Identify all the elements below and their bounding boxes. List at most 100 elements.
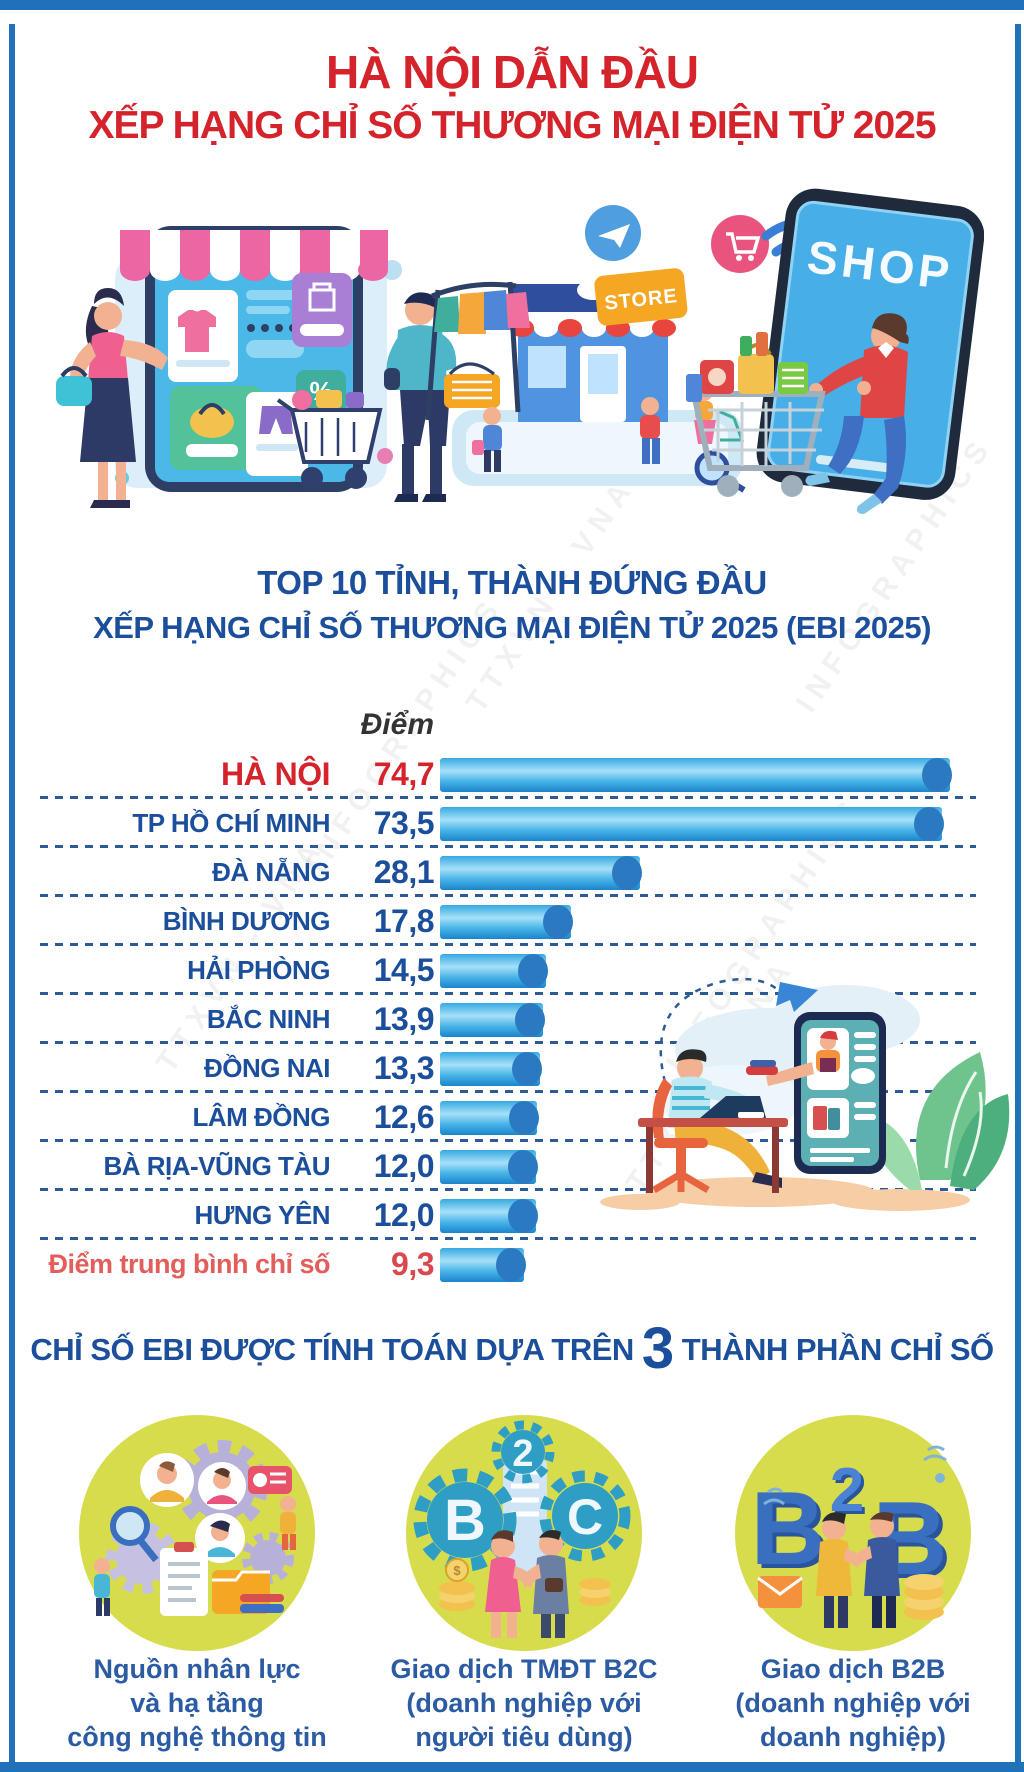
bar-end-cap: [612, 855, 642, 890]
team-avatars: [140, 1453, 246, 1563]
envelope-icon: [757, 1576, 803, 1608]
row-bar: [440, 757, 952, 792]
caption-line: Giao dịch B2B: [760, 1654, 946, 1684]
row-label: BÀ RỊA-VŨNG TÀU: [103, 1151, 331, 1181]
chart-row: ĐỒNG NAI 13,3: [40, 1044, 976, 1093]
caption-line: (doanh nghiệp với: [735, 1688, 971, 1718]
row-bar: [440, 1149, 538, 1184]
row-value: 73,5: [373, 805, 435, 841]
bar-end-cap: [496, 1247, 526, 1282]
svg-text:C: C: [567, 1489, 603, 1545]
b2c-letters: B 2 C: [413, 1420, 631, 1572]
doodle-arcs: [763, 1487, 785, 1506]
online-order-illustration: [600, 977, 1010, 1211]
bar-end-cap: [914, 806, 944, 841]
caption-line: và hạ tầng: [130, 1688, 264, 1718]
handshake-people: [485, 1530, 569, 1638]
row-value: 12,0: [373, 1197, 435, 1233]
b2b-transaction-illustration: B B 2 2 B B: [735, 1415, 971, 1651]
folder-stack-icon: [212, 1570, 284, 1614]
hero-ecommerce-illustration: %: [56, 188, 984, 514]
caption-line: công nghệ thông tin: [67, 1722, 327, 1752]
row-bar: [440, 904, 573, 939]
shop-phone: SHOP: [686, 188, 984, 514]
section-title-number: 3: [641, 1316, 674, 1381]
b2c-transaction-illustration: B 2 C $: [406, 1415, 642, 1651]
woman-shopper: [56, 288, 168, 508]
paper-plane-badge: [585, 205, 641, 261]
page-title: HÀ NỘI DẪN ĐẦU XẾP HẠNG CHỈ SỐ THƯƠNG MẠ…: [0, 44, 1024, 152]
clothes-rack: [425, 281, 530, 421]
svg-text:$: $: [453, 1563, 461, 1578]
components-section-title: CHỈ SỐ EBI ĐƯỢC TÍNH TOÁN DỰA TRÊN 3 THÀ…: [0, 1320, 1024, 1378]
row-label: ĐỒNG NAI: [204, 1053, 331, 1083]
paper-plane-icon: [776, 982, 818, 1012]
svg-text:2: 2: [512, 1433, 533, 1475]
coin-stacks: [904, 1574, 944, 1620]
section-title-suffix: THÀNH PHẦN CHỈ SỐ: [673, 1332, 994, 1367]
component-caption-3: Giao dịch B2B (doanh nghiệp với doanh ng…: [683, 1652, 1023, 1754]
chart-row: Điểm trung bình chỉ số 9,3: [40, 1240, 976, 1289]
row-value: 14,5: [373, 952, 435, 988]
chart-row: HÀ NỘI 74,7: [40, 750, 976, 799]
svg-text:B: B: [750, 1471, 825, 1587]
row-value: 74,7: [373, 756, 435, 792]
magnifier-icon: [110, 1506, 159, 1563]
left-border: [9, 24, 15, 1764]
row-value: 12,6: [373, 1099, 435, 1135]
svg-text:B: B: [754, 1475, 829, 1591]
row-label: HƯNG YÊN: [194, 1200, 330, 1230]
store-building: STORE: [510, 268, 688, 422]
bar-end-cap: [508, 1149, 538, 1184]
page-title-line2: XẾP HẠNG CHỈ SỐ THƯƠNG MẠI ĐIỆN TỬ 2025: [88, 104, 936, 147]
row-label: HẢI PHÒNG: [187, 955, 330, 985]
bar-end-cap: [515, 1002, 545, 1037]
store-illustration: STORE: [425, 268, 746, 493]
bar-end-cap: [518, 953, 548, 988]
row-bar: [440, 1100, 539, 1135]
chart-row: TP HỒ CHÍ MINH 73,5: [40, 799, 976, 848]
bar-end-cap: [509, 1100, 539, 1135]
svg-text:B: B: [444, 1488, 486, 1553]
chart-row: BẮC NINH 13,9: [40, 995, 976, 1044]
component-caption-1: Nguồn nhân lực và hạ tầng công nghệ thôn…: [27, 1652, 367, 1754]
caption-line: doanh nghiệp): [760, 1722, 946, 1752]
row-label: BẮC NINH: [206, 1004, 331, 1034]
coin-stacks: $: [439, 1558, 611, 1611]
row-value: 9,3: [391, 1246, 434, 1282]
caption-line: người tiêu dùng): [415, 1722, 633, 1752]
row-bar: [440, 806, 944, 841]
chart-row: BÌNH DƯƠNG 17,8: [40, 897, 976, 946]
row-bar: [440, 953, 548, 988]
row-label: Điểm trung bình chỉ số: [48, 1249, 330, 1279]
storefront-awning: [120, 230, 388, 281]
row-bar: [440, 1051, 542, 1086]
row-bar: [440, 1002, 545, 1037]
chart-subtitle-line1: TOP 10 TỈNH, THÀNH ĐỨNG ĐẦU: [257, 564, 767, 601]
chart-row: HẢI PHÒNG 14,5: [40, 946, 976, 995]
row-label: TP HỒ CHÍ MINH: [132, 808, 330, 838]
clipboard-icon: [160, 1542, 208, 1616]
shopping-cart: [276, 398, 383, 489]
hr-it-infrastructure-illustration: [79, 1415, 315, 1651]
row-bar: [440, 1247, 526, 1282]
store-sign: STORE: [594, 268, 688, 326]
row-label: LÂM ĐỒNG: [192, 1102, 330, 1132]
caption-line: (doanh nghiệp với: [406, 1688, 642, 1718]
chart-row: LÂM ĐỒNG 12,6: [40, 1093, 976, 1142]
row-bar: [440, 1198, 538, 1233]
caption-line: Giao dịch TMĐT B2C: [390, 1654, 658, 1684]
dashed-flight-path: [659, 977, 786, 1083]
row-value: 17,8: [373, 903, 435, 939]
row-value: 28,1: [373, 854, 435, 890]
row-label: ĐÀ NẴNG: [212, 857, 330, 887]
bar-end-cap: [508, 1198, 538, 1233]
chat-card-icon: [248, 1466, 292, 1494]
store-shoppers: [472, 383, 745, 472]
component-caption-2: Giao dịch TMĐT B2C (doanh nghiệp với ngư…: [354, 1652, 694, 1754]
row-label: BÌNH DƯƠNG: [162, 906, 331, 936]
plant-leaves: [866, 1052, 1010, 1190]
seller-phone: [746, 1012, 886, 1174]
ebi-bar-chart: HÀ NỘI 74,7 TP HỒ CHÍ MINH 73,5 ĐÀ NẴNG 28,1 B…: [40, 750, 976, 1289]
